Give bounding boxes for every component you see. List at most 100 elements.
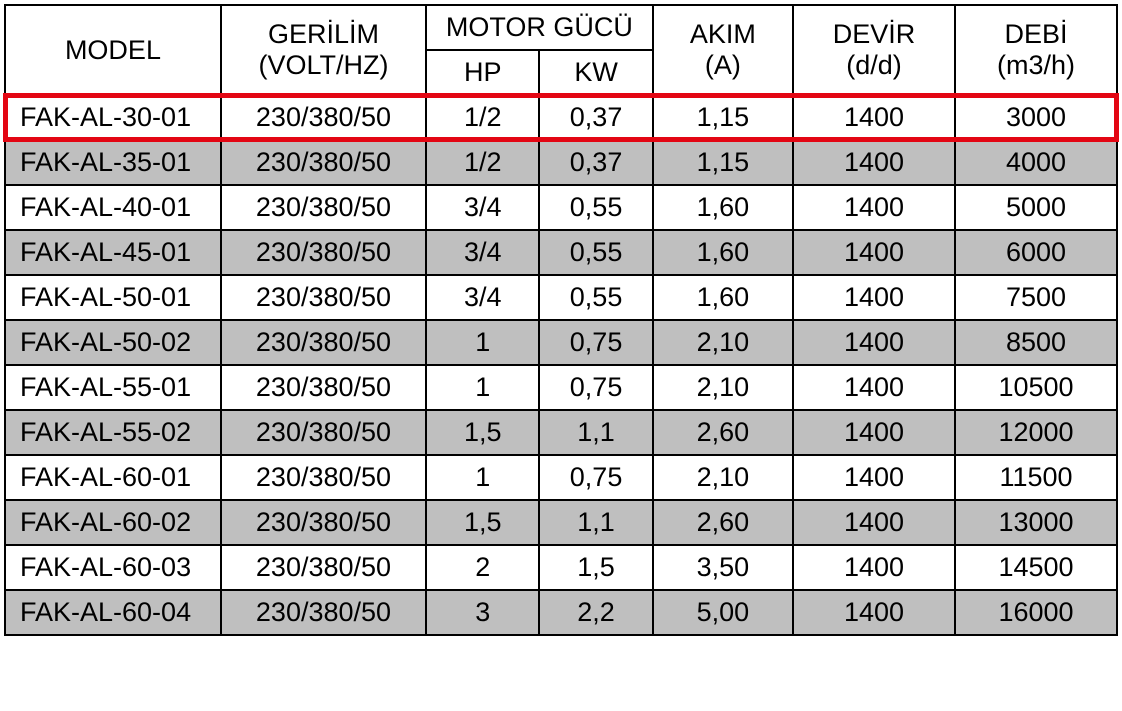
table-header: MODEL GERİLİM (VOLT/HZ) MOTOR GÜCÜ AKIM … bbox=[5, 5, 1117, 95]
table-body: FAK-AL-30-01230/380/501/20,371,151400300… bbox=[5, 95, 1117, 635]
cell-kw: 0,37 bbox=[539, 140, 652, 185]
cell-hp: 1,5 bbox=[426, 410, 539, 455]
cell-gerilim: 230/380/50 bbox=[221, 95, 426, 140]
cell-kw: 2,2 bbox=[539, 590, 652, 635]
header-debi-line1: DEBİ bbox=[1004, 19, 1067, 49]
cell-gerilim: 230/380/50 bbox=[221, 500, 426, 545]
header-gerilim: GERİLİM (VOLT/HZ) bbox=[221, 5, 426, 95]
cell-akim: 5,00 bbox=[653, 590, 793, 635]
cell-akim: 2,60 bbox=[653, 410, 793, 455]
header-akim-line2: (A) bbox=[705, 50, 741, 80]
cell-model: FAK-AL-30-01 bbox=[5, 95, 221, 140]
table-row: FAK-AL-60-01230/380/5010,752,10140011500 bbox=[5, 455, 1117, 500]
cell-hp: 1 bbox=[426, 455, 539, 500]
header-devir-line2: (d/d) bbox=[846, 50, 902, 80]
cell-hp: 2 bbox=[426, 545, 539, 590]
cell-model: FAK-AL-35-01 bbox=[5, 140, 221, 185]
cell-model: FAK-AL-60-03 bbox=[5, 545, 221, 590]
cell-akim: 3,50 bbox=[653, 545, 793, 590]
cell-kw: 0,75 bbox=[539, 455, 652, 500]
cell-gerilim: 230/380/50 bbox=[221, 320, 426, 365]
cell-akim: 1,15 bbox=[653, 140, 793, 185]
table-row: FAK-AL-55-02230/380/501,51,12,6014001200… bbox=[5, 410, 1117, 455]
cell-kw: 0,55 bbox=[539, 185, 652, 230]
cell-gerilim: 230/380/50 bbox=[221, 365, 426, 410]
header-akim-line1: AKIM bbox=[690, 19, 756, 49]
cell-hp: 1 bbox=[426, 320, 539, 365]
cell-kw: 1,1 bbox=[539, 410, 652, 455]
table-row: FAK-AL-45-01230/380/503/40,551,601400600… bbox=[5, 230, 1117, 275]
table-row: FAK-AL-35-01230/380/501/20,371,151400400… bbox=[5, 140, 1117, 185]
cell-devir: 1400 bbox=[793, 275, 955, 320]
cell-model: FAK-AL-50-01 bbox=[5, 275, 221, 320]
cell-debi: 10500 bbox=[955, 365, 1117, 410]
header-devir-line1: DEVİR bbox=[833, 19, 916, 49]
cell-model: FAK-AL-55-01 bbox=[5, 365, 221, 410]
table-row: FAK-AL-60-02230/380/501,51,12,6014001300… bbox=[5, 500, 1117, 545]
cell-devir: 1400 bbox=[793, 230, 955, 275]
header-gerilim-line2: (VOLT/HZ) bbox=[258, 50, 388, 80]
cell-debi: 11500 bbox=[955, 455, 1117, 500]
cell-hp: 3/4 bbox=[426, 185, 539, 230]
cell-akim: 1,60 bbox=[653, 275, 793, 320]
cell-kw: 0,75 bbox=[539, 365, 652, 410]
cell-debi: 13000 bbox=[955, 500, 1117, 545]
cell-gerilim: 230/380/50 bbox=[221, 545, 426, 590]
cell-debi: 3000 bbox=[955, 95, 1117, 140]
cell-devir: 1400 bbox=[793, 320, 955, 365]
cell-hp: 1/2 bbox=[426, 95, 539, 140]
cell-devir: 1400 bbox=[793, 455, 955, 500]
header-debi: DEBİ (m3/h) bbox=[955, 5, 1117, 95]
cell-debi: 7500 bbox=[955, 275, 1117, 320]
cell-devir: 1400 bbox=[793, 140, 955, 185]
header-akim: AKIM (A) bbox=[653, 5, 793, 95]
cell-model: FAK-AL-40-01 bbox=[5, 185, 221, 230]
cell-gerilim: 230/380/50 bbox=[221, 275, 426, 320]
cell-gerilim: 230/380/50 bbox=[221, 140, 426, 185]
header-motor-gucu: MOTOR GÜCÜ bbox=[426, 5, 653, 50]
cell-hp: 1 bbox=[426, 365, 539, 410]
cell-hp: 3/4 bbox=[426, 275, 539, 320]
cell-model: FAK-AL-55-02 bbox=[5, 410, 221, 455]
cell-debi: 14500 bbox=[955, 545, 1117, 590]
cell-akim: 2,10 bbox=[653, 455, 793, 500]
cell-debi: 8500 bbox=[955, 320, 1117, 365]
cell-debi: 6000 bbox=[955, 230, 1117, 275]
cell-akim: 1,60 bbox=[653, 230, 793, 275]
header-model: MODEL bbox=[5, 5, 221, 95]
cell-gerilim: 230/380/50 bbox=[221, 455, 426, 500]
cell-model: FAK-AL-50-02 bbox=[5, 320, 221, 365]
table-row: FAK-AL-60-04230/380/5032,25,00140016000 bbox=[5, 590, 1117, 635]
cell-model: FAK-AL-60-04 bbox=[5, 590, 221, 635]
cell-kw: 0,55 bbox=[539, 230, 652, 275]
cell-kw: 1,1 bbox=[539, 500, 652, 545]
cell-kw: 1,5 bbox=[539, 545, 652, 590]
cell-kw: 0,75 bbox=[539, 320, 652, 365]
cell-debi: 16000 bbox=[955, 590, 1117, 635]
cell-gerilim: 230/380/50 bbox=[221, 230, 426, 275]
cell-akim: 2,10 bbox=[653, 320, 793, 365]
cell-devir: 1400 bbox=[793, 545, 955, 590]
cell-model: FAK-AL-60-02 bbox=[5, 500, 221, 545]
header-gerilim-line1: GERİLİM bbox=[268, 19, 379, 49]
table-row: FAK-AL-50-02230/380/5010,752,1014008500 bbox=[5, 320, 1117, 365]
cell-akim: 1,60 bbox=[653, 185, 793, 230]
spec-table: MODEL GERİLİM (VOLT/HZ) MOTOR GÜCÜ AKIM … bbox=[4, 4, 1118, 636]
header-hp: HP bbox=[426, 50, 539, 95]
header-debi-line2: (m3/h) bbox=[997, 50, 1075, 80]
cell-debi: 4000 bbox=[955, 140, 1117, 185]
table-row: FAK-AL-50-01230/380/503/40,551,601400750… bbox=[5, 275, 1117, 320]
cell-devir: 1400 bbox=[793, 365, 955, 410]
cell-hp: 1/2 bbox=[426, 140, 539, 185]
cell-model: FAK-AL-60-01 bbox=[5, 455, 221, 500]
cell-hp: 1,5 bbox=[426, 500, 539, 545]
cell-gerilim: 230/380/50 bbox=[221, 410, 426, 455]
cell-hp: 3 bbox=[426, 590, 539, 635]
cell-akim: 1,15 bbox=[653, 95, 793, 140]
table-row: FAK-AL-30-01230/380/501/20,371,151400300… bbox=[5, 95, 1117, 140]
cell-debi: 12000 bbox=[955, 410, 1117, 455]
cell-akim: 2,60 bbox=[653, 500, 793, 545]
table-row: FAK-AL-60-03230/380/5021,53,50140014500 bbox=[5, 545, 1117, 590]
cell-devir: 1400 bbox=[793, 95, 955, 140]
cell-devir: 1400 bbox=[793, 410, 955, 455]
